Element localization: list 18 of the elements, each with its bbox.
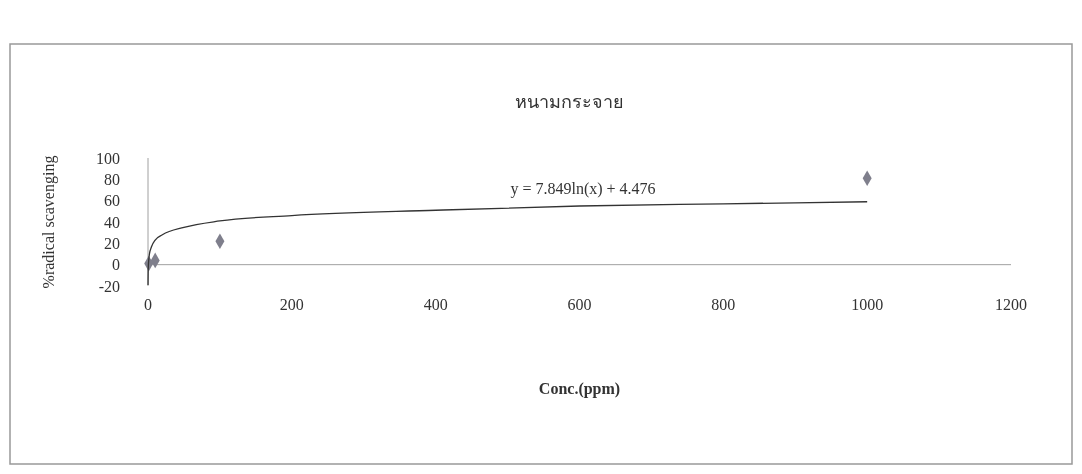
chart-title: หนามกระจาย xyxy=(515,92,624,112)
annotation: y = 7.849ln(x) + 4.476 xyxy=(510,180,656,198)
x-tick-label: 600 xyxy=(567,296,592,313)
y-axis-title: %radical scavenging xyxy=(40,155,58,289)
y-tick-label: 40 xyxy=(104,213,120,231)
x-tick-label: 400 xyxy=(423,296,448,313)
x-tick-label: 1200 xyxy=(995,296,1027,313)
x-axis-title: Conc.(ppm) xyxy=(538,380,621,398)
y-tick-label: 20 xyxy=(104,234,120,252)
x-tick-label: 0 xyxy=(144,296,152,313)
y-tick-label: 60 xyxy=(104,192,120,210)
x-tick-label: 1000 xyxy=(851,296,884,313)
x-tick-label: 200 xyxy=(279,296,304,313)
y-tick-label: -20 xyxy=(98,277,120,295)
y-tick-label: 100 xyxy=(96,149,120,167)
y-tick-label: 0 xyxy=(112,256,120,274)
y-tick-label: 80 xyxy=(104,170,120,188)
x-tick-label: 800 xyxy=(711,296,736,313)
